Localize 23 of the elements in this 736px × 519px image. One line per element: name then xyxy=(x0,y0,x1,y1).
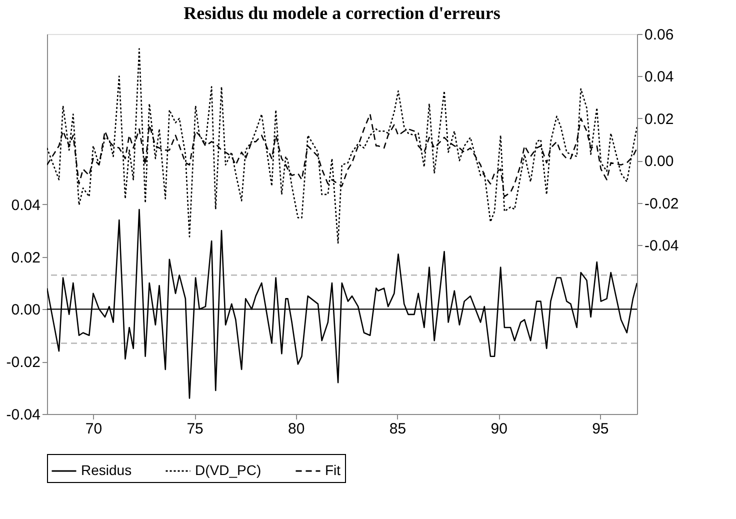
legend-label: Residus xyxy=(81,462,132,478)
x-tick-label: 75 xyxy=(186,420,204,438)
y2-tick-label: 0.06 xyxy=(644,26,674,44)
x-tick-label: 90 xyxy=(490,420,508,438)
x-tick-label: 70 xyxy=(85,420,102,438)
x-tick-label: 85 xyxy=(389,420,406,438)
legend-label: D(VD_PC) xyxy=(195,462,262,478)
y2-tick-label: 0.04 xyxy=(644,68,674,86)
x-tick-label: 95 xyxy=(592,420,609,438)
legend-label: Fit xyxy=(325,462,341,478)
x-tick-label: 80 xyxy=(288,420,305,438)
y2-tick-label: -0.04 xyxy=(644,238,679,255)
y-tick-label: -0.04 xyxy=(6,406,40,424)
chart-title: Residus du modele a correction d'erreurs xyxy=(184,3,500,23)
y2-tick-label: -0.02 xyxy=(644,195,679,212)
line-series xyxy=(47,208,637,399)
y2-tick-label: 0.00 xyxy=(644,153,674,170)
y-tick-label: 0.00 xyxy=(11,302,40,319)
y-tick-label: -0.02 xyxy=(6,354,40,372)
line-series xyxy=(47,48,637,244)
y-tick-label: 0.04 xyxy=(11,196,40,214)
y-tick-label: 0.02 xyxy=(11,249,40,266)
y2-tick-label: 0.02 xyxy=(644,110,674,128)
